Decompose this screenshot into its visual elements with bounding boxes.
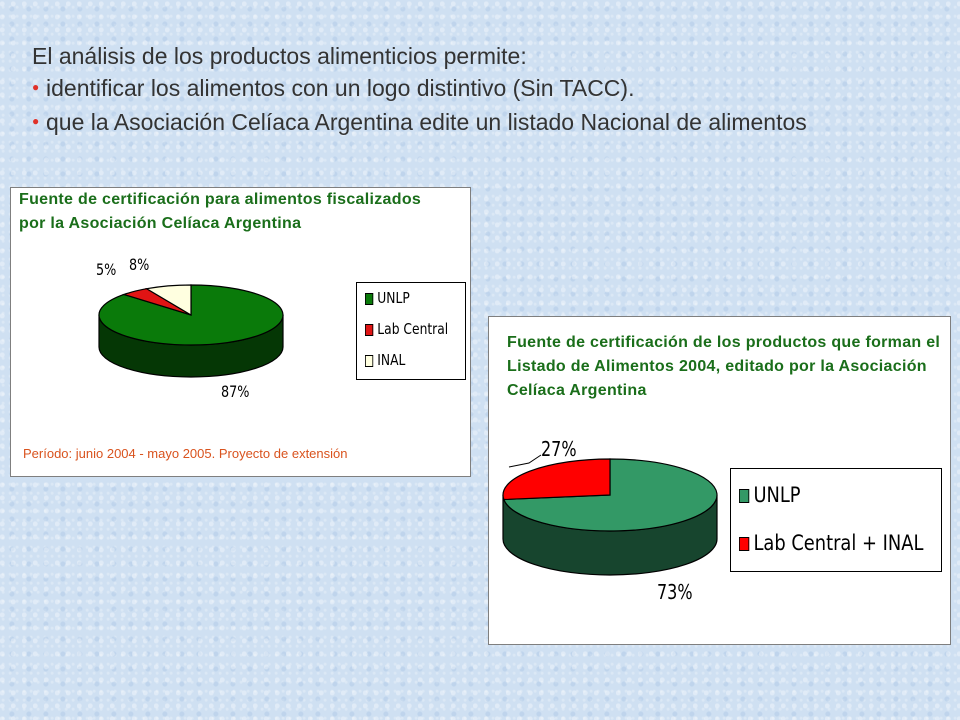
legend-label: INAL (377, 351, 406, 369)
pie-slice-inal (144, 284, 192, 317)
leader-line (508, 454, 542, 468)
legend-item-lab-central-inal: Lab Central + INAL (739, 531, 923, 555)
pie-slice-lab-central-inal (502, 458, 611, 501)
data-label-inal: 8% (129, 255, 150, 274)
data-label-lab-central-inal: 27% (541, 437, 577, 461)
legend-swatch (365, 323, 374, 336)
legend-label: Lab Central (377, 320, 449, 338)
legend-item-inal: INAL (365, 351, 405, 369)
legend-swatch (365, 354, 374, 367)
chart-1-title: Fuente de certificación para alimentos f… (19, 191, 422, 232)
legend-swatch (365, 292, 374, 305)
legend-item-lab-central: Lab Central (365, 320, 448, 338)
bullet-icon: ● (32, 113, 40, 128)
data-label-unlp: 87% (221, 382, 250, 401)
intro-bullet-2: ● que la Asociación Celíaca Argentina edi… (32, 106, 952, 140)
legend-swatch (739, 537, 750, 551)
pie-chart-1 (98, 284, 284, 378)
chart-1-legend: UNLP Lab Central INAL (356, 282, 466, 380)
chart-panel-1: Fuente de certificación para alimentos f… (10, 187, 471, 477)
bullet-icon: ● (32, 79, 40, 94)
pie-chart-2 (502, 454, 718, 576)
intro-text: El análisis de los productos alimenticio… (32, 40, 952, 140)
legend-label: Lab Central + INAL (753, 531, 924, 555)
intro-bullet-1-text: identificar los alimentos con un logo di… (46, 75, 635, 101)
legend-swatch (739, 489, 750, 503)
chart-panel-2: Fuente de certificación de los productos… (488, 316, 951, 645)
intro-heading: El análisis de los productos alimenticio… (32, 43, 527, 69)
legend-label: UNLP (753, 483, 801, 507)
intro-bullet-1: ● identificar los alimentos con un logo d… (32, 72, 952, 106)
chart-2-title: Fuente de certificación de los productos… (507, 334, 941, 399)
legend-label: UNLP (377, 289, 410, 307)
intro-bullet-2-text: que la Asociación Celíaca Argentina edit… (46, 108, 807, 135)
legend-item-unlp: UNLP (739, 483, 801, 507)
data-label-lab-central: 5% (96, 260, 117, 279)
chart-2-legend: UNLP Lab Central + INAL (730, 468, 942, 572)
period-note: Período: junio 2004 - mayo 2005. Proyect… (23, 446, 348, 461)
legend-item-unlp: UNLP (365, 289, 410, 307)
data-label-unlp: 73% (657, 580, 693, 604)
